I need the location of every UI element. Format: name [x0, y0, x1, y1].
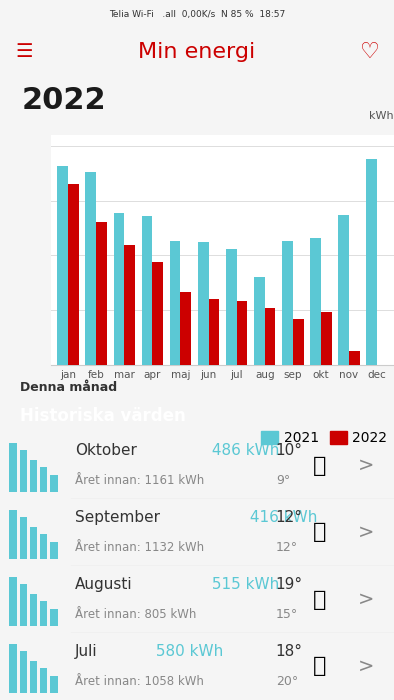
Bar [68, 184, 79, 365]
Text: Min energi: Min energi [138, 41, 256, 62]
Bar [30, 594, 37, 626]
Bar [40, 534, 47, 559]
Bar [9, 443, 17, 492]
Text: 20°: 20° [276, 675, 298, 687]
Text: 18°: 18° [276, 644, 303, 659]
Bar [237, 302, 247, 365]
Text: 🌡: 🌡 [312, 589, 326, 610]
Bar [208, 300, 219, 365]
Bar [310, 238, 321, 365]
Bar [96, 221, 107, 365]
Text: Historiska värden: Historiska värden [20, 407, 186, 425]
Bar [9, 510, 17, 559]
Bar [58, 166, 68, 365]
Text: 486 kWh: 486 kWh [207, 443, 280, 459]
Bar [40, 601, 47, 626]
Bar [40, 668, 47, 693]
Text: 🌡: 🌡 [312, 456, 326, 475]
Bar [349, 351, 360, 365]
Text: >: > [358, 657, 375, 676]
Bar [50, 475, 58, 492]
Text: Augusti: Augusti [75, 578, 132, 592]
Bar [50, 676, 58, 693]
Text: 10°: 10° [276, 443, 303, 459]
Text: Denna månad: Denna månad [20, 381, 117, 394]
Legend: 2021, 2022: 2021, 2022 [261, 431, 387, 445]
Text: kWh: kWh [369, 111, 394, 121]
Text: Juli: Juli [75, 644, 97, 659]
Text: ♡: ♡ [361, 41, 380, 62]
Bar [30, 527, 37, 559]
Bar [30, 460, 37, 492]
Bar [113, 213, 124, 365]
Text: 515 kWh: 515 kWh [207, 578, 279, 592]
Text: ☰: ☰ [15, 42, 32, 61]
Text: 15°: 15° [276, 608, 298, 621]
Bar [152, 262, 163, 365]
Text: 9°: 9° [276, 474, 290, 486]
Text: 🌡: 🌡 [312, 657, 326, 676]
Text: Oktober: Oktober [75, 443, 137, 459]
Bar [9, 644, 17, 693]
Bar [20, 651, 27, 693]
Text: Telia Wi-Fi   .all  0,00K/s  N 85 %  18:57: Telia Wi-Fi .all 0,00K/s N 85 % 18:57 [109, 10, 285, 18]
Bar [338, 215, 349, 365]
Bar [30, 661, 37, 693]
Bar [50, 542, 58, 559]
Bar [282, 241, 293, 365]
Text: 580 kWh: 580 kWh [151, 644, 223, 659]
Bar [20, 450, 27, 492]
Text: >: > [358, 590, 375, 609]
Text: >: > [358, 523, 375, 542]
Text: 19°: 19° [276, 578, 303, 592]
Text: 12°: 12° [276, 510, 303, 525]
Bar [198, 242, 208, 365]
Bar [293, 319, 303, 365]
Text: 🌡: 🌡 [312, 522, 326, 543]
Text: 2022: 2022 [22, 85, 106, 115]
Bar [20, 517, 27, 559]
Bar [124, 244, 135, 365]
Bar [50, 609, 58, 626]
Bar [226, 249, 237, 365]
Text: Året innan: 1132 kWh: Året innan: 1132 kWh [75, 540, 204, 554]
Bar [180, 292, 191, 365]
Text: Året innan: 1161 kWh: Året innan: 1161 kWh [75, 474, 204, 486]
Bar [366, 159, 377, 365]
Bar [85, 172, 96, 365]
Bar [20, 584, 27, 626]
Bar [321, 312, 332, 365]
Bar [40, 468, 47, 492]
Bar [9, 577, 17, 626]
Text: 416 kWh: 416 kWh [245, 510, 318, 525]
Bar [170, 241, 180, 365]
Bar [142, 216, 152, 365]
Text: >: > [358, 456, 375, 475]
Bar [254, 277, 265, 365]
Bar [265, 309, 275, 365]
Text: Året innan: 805 kWh: Året innan: 805 kWh [75, 608, 196, 621]
Text: September: September [75, 510, 160, 525]
Text: 12°: 12° [276, 540, 298, 554]
Text: Året innan: 1058 kWh: Året innan: 1058 kWh [75, 675, 204, 687]
